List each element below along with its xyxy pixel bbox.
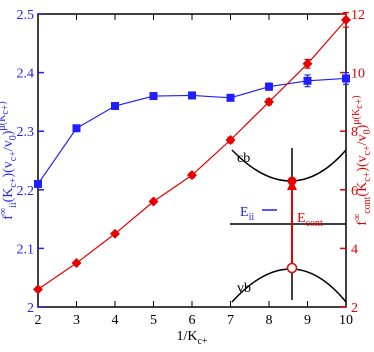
x-tick-label: 5: [150, 313, 157, 328]
axis-label-part: f: [1, 215, 16, 220]
axis-label-part: ∞: [352, 214, 363, 221]
marker: [188, 91, 196, 100]
marker: [302, 58, 313, 69]
axis-label-part: (K: [1, 188, 16, 203]
y-label: f∞ii(Kc+)(vc+/v0)μ(Kc+): [0, 101, 19, 220]
marker: [33, 284, 43, 295]
axis-label-part: ): [355, 124, 370, 129]
econt-main: E: [297, 211, 306, 226]
axis-label-part: μ(K: [0, 114, 8, 131]
axis-label-part: )(v: [1, 161, 16, 177]
x-tick-label: 2: [35, 313, 42, 328]
x-tick-label: 9: [304, 313, 311, 328]
axis-label-part: ): [1, 130, 16, 135]
marker: [34, 179, 42, 188]
axis-label-part: c+: [0, 104, 11, 114]
vb-label: vb: [237, 281, 251, 296]
axis-label-part: 0: [362, 129, 373, 134]
axis-label-part: c+: [362, 145, 373, 155]
inset-diagram: cb vb Eii Econt: [230, 148, 347, 303]
y2-tick-label: 8: [351, 125, 358, 140]
y-tick-label: 2.4: [17, 67, 35, 82]
axis-label-part: f: [355, 221, 370, 226]
eii-sub: ii: [249, 212, 255, 223]
y2-tick-label: 6: [351, 184, 358, 199]
axis-label-part: c+: [197, 336, 207, 347]
axis-label-part: ): [0, 101, 8, 104]
y-tick-label: 2.3: [17, 125, 35, 140]
marker: [303, 76, 312, 85]
axis-label-part: (K: [355, 182, 370, 197]
axis-label-part: c+: [8, 151, 19, 161]
y2-tick-label: 4: [351, 242, 358, 257]
marker: [265, 82, 273, 91]
cb-label: cb: [237, 151, 250, 166]
eii-label: Eii: [240, 205, 254, 223]
marker: [110, 228, 120, 239]
marker: [342, 74, 350, 83]
x-tick-label: 8: [266, 313, 273, 328]
axis-label-part: 0: [8, 135, 19, 140]
axis-label-part: )(v: [355, 155, 370, 171]
y2-tick-label: 2: [351, 301, 358, 316]
x-tick-label: 7: [227, 313, 234, 328]
series-line: [37, 19, 347, 290]
marker: [264, 96, 274, 107]
axis-label-part: /v: [355, 134, 370, 145]
axis-label-part: μ(K: [351, 108, 362, 125]
eii-main: E: [240, 205, 249, 220]
y-tick-label: 2.1: [17, 242, 35, 257]
empty-state: [286, 262, 298, 274]
marker: [148, 196, 159, 207]
x-tick-label: 10: [339, 313, 353, 328]
y-tick-label: 2.2: [17, 184, 35, 199]
y2-tick-label: 10: [351, 67, 365, 82]
axis-label-part: cont: [362, 196, 373, 213]
x-label: 1/Kc+: [176, 329, 207, 347]
axis-label-part: ii: [8, 202, 19, 208]
y2-label: f∞cont(Kc+)(vc+/v0)μ(Kc+): [351, 95, 373, 225]
marker: [226, 93, 235, 102]
axis-label-part: c+: [8, 177, 19, 187]
y-tick-label: 2: [27, 301, 34, 316]
y-tick-label: 2.5: [17, 8, 35, 23]
marker: [225, 134, 236, 145]
marker: [187, 170, 197, 181]
plot-frame: [37, 13, 347, 308]
axis-label-part: /v: [1, 140, 16, 151]
axis-label-part: ∞: [0, 208, 9, 215]
x-tick-label: 6: [189, 313, 196, 328]
marker: [72, 124, 81, 133]
marker: [71, 258, 82, 269]
marker: [149, 92, 158, 101]
marker: [111, 102, 119, 111]
econt-sub: cont: [306, 218, 323, 229]
axis-label-part: c+: [354, 98, 365, 108]
filled-state: [287, 176, 297, 186]
y2-tick-label: 12: [351, 8, 365, 23]
axis-label-part: ): [351, 95, 362, 98]
axis-label-part: 1/K: [176, 329, 197, 344]
marker: [341, 14, 351, 25]
econt-label: Econt: [297, 211, 323, 229]
axis-label-part: c+: [362, 171, 373, 181]
x-tick-label: 4: [112, 313, 119, 328]
x-tick-label: 3: [73, 313, 80, 328]
